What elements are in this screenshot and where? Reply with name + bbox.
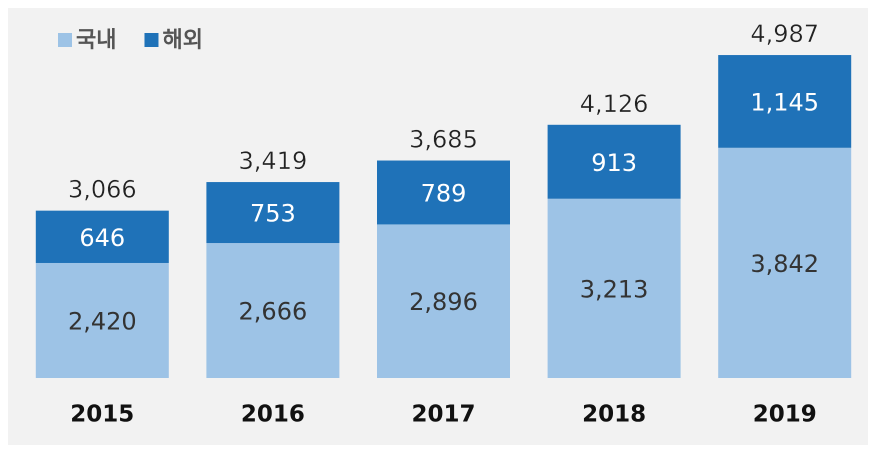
bar-segment xyxy=(35,210,169,263)
legend-label: 해외 xyxy=(162,28,202,53)
x-tick-label: 2018 xyxy=(582,402,646,428)
value-label: 3,842 xyxy=(750,250,819,278)
total-label: 4,126 xyxy=(580,90,649,118)
value-label: 913 xyxy=(591,149,637,177)
bar-segment xyxy=(718,55,852,148)
x-tick-label: 2019 xyxy=(753,402,817,428)
bar-segment xyxy=(206,243,340,378)
value-label: 2,896 xyxy=(409,288,478,316)
x-tick-label: 2015 xyxy=(70,402,134,428)
bar-segment xyxy=(718,147,852,378)
legend-swatch xyxy=(58,33,72,47)
total-label: 3,066 xyxy=(68,176,137,204)
total-label: 3,419 xyxy=(239,147,308,175)
value-label: 789 xyxy=(421,179,467,207)
legend-swatch xyxy=(144,33,159,47)
value-label: 2,666 xyxy=(239,298,308,326)
value-label: 3,213 xyxy=(580,275,649,303)
bar-segment xyxy=(377,160,510,225)
bar-segment xyxy=(35,262,169,378)
bar-segment xyxy=(206,182,340,244)
value-label: 753 xyxy=(250,200,296,228)
total-label: 4,987 xyxy=(750,20,819,48)
value-label: 2,420 xyxy=(68,307,137,335)
legend-label: 국내 xyxy=(76,28,116,53)
x-tick-label: 2017 xyxy=(411,402,475,428)
total-label: 3,685 xyxy=(409,126,478,154)
value-label: 1,145 xyxy=(750,88,819,116)
value-label: 646 xyxy=(79,224,125,252)
x-tick-label: 2016 xyxy=(241,402,305,428)
bar-segment xyxy=(547,198,681,378)
bar-segment xyxy=(377,224,510,378)
bar-segment xyxy=(547,124,681,199)
